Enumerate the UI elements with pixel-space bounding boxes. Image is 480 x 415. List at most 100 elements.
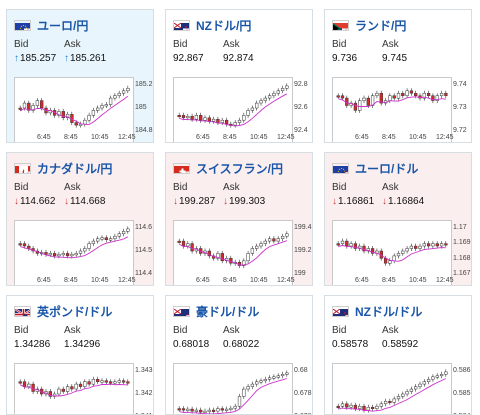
candle-body bbox=[181, 115, 186, 119]
candle-body bbox=[435, 95, 439, 101]
candle-body bbox=[272, 376, 276, 379]
candle-body bbox=[207, 250, 211, 257]
candle-body bbox=[242, 115, 246, 121]
currency-pair-name[interactable]: NZドル/ドル bbox=[355, 304, 423, 319]
candle-body bbox=[126, 228, 130, 232]
price-chart[interactable] bbox=[332, 220, 452, 285]
x-tick-label: 8:45 bbox=[223, 134, 237, 141]
card-header[interactable]: カナダドル/円 bbox=[14, 161, 113, 176]
candle-body bbox=[340, 403, 345, 407]
candle-body bbox=[177, 115, 181, 118]
card-header[interactable]: NZドル/ドル bbox=[332, 304, 423, 319]
eu-jp-flag bbox=[14, 19, 31, 31]
price-chart[interactable] bbox=[14, 363, 134, 414]
candle-body bbox=[48, 391, 52, 397]
y-tick-label: 1.169 bbox=[453, 239, 471, 247]
card-header[interactable]: 英ポンド/ドル bbox=[14, 304, 113, 319]
candle-body bbox=[57, 254, 61, 257]
gb-us-flag bbox=[14, 305, 31, 317]
candle-body bbox=[392, 255, 396, 262]
candle-body bbox=[35, 100, 40, 106]
card-header[interactable]: スイスフラン/円 bbox=[173, 161, 283, 176]
fx-card[interactable]: カナダドル/円 Bid Ask ↓114.662 ↓114.668 114.6 1… bbox=[6, 152, 154, 286]
price-chart[interactable] bbox=[14, 77, 134, 142]
card-header[interactable]: NZドル/円 bbox=[173, 18, 252, 33]
candle-body bbox=[70, 386, 74, 390]
bid-label: Bid bbox=[173, 39, 188, 50]
au-us-flag bbox=[173, 305, 190, 317]
card-header[interactable]: ユーロ/ドル bbox=[332, 161, 419, 176]
up-arrow-icon: ↑ bbox=[14, 53, 19, 64]
currency-pair-name[interactable]: 豪ドル/ドル bbox=[196, 304, 260, 319]
currency-pair-name[interactable]: 英ポンド/ドル bbox=[37, 304, 113, 319]
candle-body bbox=[108, 97, 113, 105]
candle-body bbox=[388, 95, 392, 101]
candle-body bbox=[70, 254, 74, 257]
price-chart[interactable] bbox=[173, 363, 293, 414]
candle-body bbox=[74, 253, 78, 256]
candle-body bbox=[117, 233, 121, 237]
card-header[interactable]: 豪ドル/ドル bbox=[173, 304, 260, 319]
x-tick-label: 6:45 bbox=[196, 277, 210, 284]
candle-body bbox=[379, 93, 383, 104]
ask-label: Ask bbox=[223, 39, 240, 50]
candle-body bbox=[280, 88, 285, 92]
candle-body bbox=[435, 243, 439, 247]
price-chart[interactable] bbox=[173, 220, 293, 285]
price-chart[interactable] bbox=[173, 77, 293, 142]
up-arrow-icon: ↑ bbox=[64, 53, 69, 64]
price-chart[interactable] bbox=[14, 220, 134, 285]
currency-pair-name[interactable]: ユーロ/円 bbox=[37, 18, 89, 33]
fx-card[interactable]: スイスフラン/円 Bid Ask ↓199.287 ↓199.303 199.4… bbox=[165, 152, 313, 286]
fx-card[interactable]: ユーロ/円 Bid Ask ↑185.257 ↑185.261 185.2 185… bbox=[6, 9, 154, 143]
x-tick-label: 10:45 bbox=[409, 134, 427, 141]
candle-body bbox=[444, 93, 448, 96]
candle-body bbox=[255, 102, 259, 109]
currency-pair-name[interactable]: スイスフラン/円 bbox=[196, 161, 283, 176]
candle-body bbox=[65, 114, 70, 118]
candle-body bbox=[336, 243, 340, 246]
candle-body bbox=[224, 119, 229, 125]
candle-body bbox=[237, 396, 242, 407]
down-arrow-icon: ↓ bbox=[14, 196, 19, 207]
candle-body bbox=[250, 107, 255, 111]
candle-body bbox=[370, 248, 375, 254]
candle-body bbox=[362, 97, 366, 101]
bid-label: Bid bbox=[14, 182, 29, 193]
card-header[interactable]: ユーロ/円 bbox=[14, 18, 89, 33]
price-chart[interactable] bbox=[332, 363, 452, 414]
nz-us-flag bbox=[332, 305, 349, 317]
candle-body bbox=[276, 375, 280, 378]
y-tick-label: 0.585 bbox=[453, 390, 471, 397]
fx-card[interactable]: ランド/円 Bid Ask 9.736 9.745 9.74 9.73 9.72 6:… bbox=[324, 9, 472, 143]
price-chart[interactable] bbox=[332, 77, 452, 142]
currency-pair-name[interactable]: ランド/円 bbox=[355, 18, 407, 33]
candle-body bbox=[190, 116, 194, 120]
fx-card[interactable]: 豪ドル/ドル Bid Ask 0.68018 0.68022 0.68 0.678… bbox=[165, 295, 313, 415]
candle-body bbox=[177, 240, 181, 243]
candle-body bbox=[211, 118, 216, 122]
card-header[interactable]: ランド/円 bbox=[332, 18, 407, 33]
currency-pair-name[interactable]: NZドル/円 bbox=[196, 18, 252, 33]
candle-body bbox=[108, 381, 113, 384]
candle-body bbox=[83, 248, 87, 252]
bid-value: 0.68018 bbox=[173, 339, 210, 350]
candle-body bbox=[216, 253, 220, 259]
candle-body bbox=[40, 100, 44, 109]
fx-card[interactable]: 英ポンド/ドル Bid Ask 1.34286 1.34296 1.343 1.3… bbox=[6, 295, 154, 415]
ask-label: Ask bbox=[64, 39, 81, 50]
fx-card[interactable]: NZドル/円 Bid Ask 92.867 92.874 92.8 92.6 92.… bbox=[165, 9, 313, 143]
ask-value: ↓1.16864 bbox=[382, 196, 425, 207]
candle-body bbox=[233, 122, 237, 126]
y-tick-label: 185.2 bbox=[135, 81, 153, 88]
candle-body bbox=[444, 243, 448, 246]
candle-body bbox=[439, 374, 444, 377]
currency-pair-name[interactable]: ユーロ/ドル bbox=[355, 161, 419, 176]
ask-value: 1.34296 bbox=[64, 339, 101, 350]
candle-body bbox=[194, 115, 199, 120]
candle-body bbox=[336, 405, 340, 408]
candle-body bbox=[375, 405, 379, 409]
fx-card[interactable]: ユーロ/ドル Bid Ask ↓1.16861 ↓1.16864 1.17 1.1… bbox=[324, 152, 472, 286]
currency-pair-name[interactable]: カナダドル/円 bbox=[37, 161, 113, 176]
fx-card[interactable]: NZドル/ドル Bid Ask 0.58578 0.58592 0.586 0.5… bbox=[324, 295, 472, 415]
